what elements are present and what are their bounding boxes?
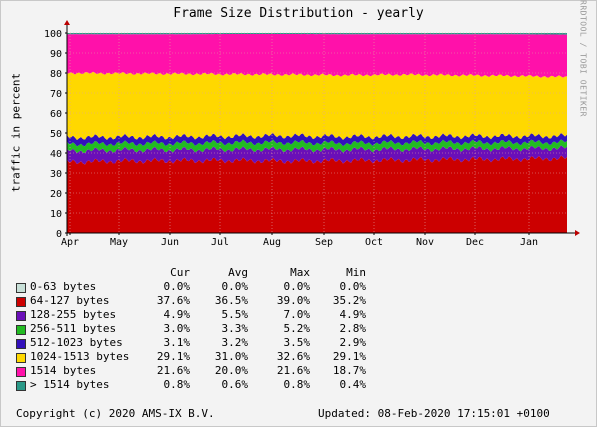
legend-header-cur: Cur	[170, 266, 190, 279]
legend-value-max: 21.6%	[276, 364, 310, 377]
x-axis-arrow	[575, 230, 580, 236]
legend-header-min: Min	[346, 266, 366, 279]
y-tick-label: 80	[50, 69, 62, 80]
copyright-text: Copyright (c) 2020 AMS-IX B.V.	[16, 407, 215, 420]
legend-value-min: 29.1%	[332, 350, 366, 363]
legend-swatch	[16, 339, 26, 349]
legend-row: 512-1023 bytes 3.1% 3.2% 3.5% 2.9%	[16, 336, 376, 350]
legend-label: 64-127 bytes	[30, 294, 110, 307]
legend-row: 256-511 bytes 3.0% 3.3% 5.2% 2.8%	[16, 322, 376, 336]
y-tick-label: 50	[50, 129, 62, 140]
legend-header-avg: Avg	[228, 266, 248, 279]
y-axis-arrow	[64, 20, 70, 25]
legend-value-cur: 3.0%	[163, 322, 191, 335]
y-tick-label: 60	[50, 109, 62, 120]
legend-value-max: 5.2%	[283, 322, 311, 335]
legend-value-min: 4.9%	[339, 308, 367, 321]
legend-value-min: 2.9%	[339, 336, 367, 349]
x-tick-label: Oct	[365, 237, 383, 248]
legend-value-avg: 31.0%	[214, 350, 248, 363]
legend-value-min: 2.8%	[339, 322, 367, 335]
legend-value-cur: 3.1%	[163, 336, 191, 349]
legend-value-max: 3.5%	[283, 336, 311, 349]
legend-swatch	[16, 325, 26, 335]
legend-header-max: Max	[290, 266, 310, 279]
legend-label: 1514 bytes	[30, 364, 97, 377]
legend-swatch	[16, 297, 26, 307]
y-tick-label: 10	[50, 209, 62, 220]
legend-swatch	[16, 283, 26, 293]
chart-title: Frame Size Distribution - yearly	[173, 6, 424, 21]
legend-value-cur: 0.0%	[163, 280, 191, 293]
x-tick-label: Jan	[520, 237, 538, 248]
legend-label: 256-511 bytes	[30, 322, 117, 335]
y-tick-label: 20	[50, 189, 62, 200]
legend-value-avg: 0.0%	[221, 280, 249, 293]
x-tick-label: Dec	[466, 237, 484, 248]
legend-value-avg: 5.5%	[221, 308, 249, 321]
x-tick-label: Sep	[315, 237, 333, 248]
series-area-5	[67, 71, 567, 141]
y-tick-label: 70	[50, 89, 62, 100]
y-tick-label: 0	[56, 229, 62, 240]
legend-label: 128-255 bytes	[30, 308, 117, 321]
x-tick-label: Apr	[61, 237, 79, 248]
legend-value-max: 0.8%	[283, 378, 311, 391]
series-area-3	[67, 139, 567, 154]
legend-swatch	[16, 367, 26, 377]
series-area-4	[67, 133, 567, 147]
series-area-1	[67, 155, 567, 233]
legend-row: > 1514 bytes 0.8% 0.6% 0.8% 0.4%	[16, 378, 376, 392]
legend-value-avg: 20.0%	[214, 364, 248, 377]
x-tick-label: Jun	[161, 237, 179, 248]
legend-label: > 1514 bytes	[30, 378, 110, 391]
legend-value-cur: 29.1%	[156, 350, 190, 363]
y-tick-label: 90	[50, 49, 62, 60]
legend-label: 1024-1513 bytes	[30, 350, 130, 363]
legend-value-min: 0.0%	[339, 280, 367, 293]
series-area-2	[67, 145, 567, 165]
legend-value-max: 0.0%	[283, 280, 311, 293]
legend-value-avg: 36.5%	[214, 294, 248, 307]
y-tick-label: 30	[50, 169, 62, 180]
legend-value-min: 18.7%	[332, 364, 366, 377]
stacked-area-chart: 0 10 20 30 40 50 60 70 80 90 100 Apr May Jun Jul Aug Sep…	[44, 20, 580, 248]
legend-label: 512-1023 bytes	[30, 336, 123, 349]
legend-swatch	[16, 311, 26, 321]
legend-value-min: 0.4%	[339, 378, 367, 391]
legend-value-cur: 37.6%	[156, 294, 190, 307]
legend-value-avg: 0.6%	[221, 378, 249, 391]
legend-value-cur: 4.9%	[163, 308, 191, 321]
legend-row: 64-127 bytes 37.6% 36.5% 39.0% 35.2%	[16, 294, 376, 308]
x-tick-label: Nov	[416, 237, 434, 248]
series-area-6	[67, 33, 567, 78]
series-area-7	[67, 33, 567, 35]
legend-swatch	[16, 353, 26, 363]
legend-row: 1024-1513 bytes 29.1% 31.0% 32.6% 29.1%	[16, 350, 376, 364]
x-tick-label: May	[110, 237, 128, 248]
legend-row: 1514 bytes 21.6% 20.0% 21.6% 18.7%	[16, 364, 376, 378]
legend-row: 0-63 bytes 0.0% 0.0% 0.0% 0.0%	[16, 280, 376, 294]
x-tick-label: Jul	[211, 237, 229, 248]
legend-value-min: 35.2%	[332, 294, 366, 307]
legend-value-cur: 21.6%	[156, 364, 190, 377]
legend-value-cur: 0.8%	[163, 378, 191, 391]
y-tick-label: 40	[50, 149, 62, 160]
x-tick-label: Aug	[263, 237, 281, 248]
legend-value-avg: 3.3%	[221, 322, 249, 335]
y-tick-label: 100	[44, 29, 62, 40]
legend-label: 0-63 bytes	[30, 280, 97, 293]
updated-timestamp: Updated: 08-Feb-2020 17:15:01 +0100	[318, 407, 550, 420]
legend-swatch	[16, 381, 26, 391]
legend-value-max: 32.6%	[276, 350, 310, 363]
legend-value-max: 39.0%	[276, 294, 310, 307]
legend-row: 128-255 bytes 4.9% 5.5% 7.0% 4.9%	[16, 308, 376, 322]
legend-value-max: 7.0%	[283, 308, 311, 321]
legend-value-avg: 3.2%	[221, 336, 249, 349]
